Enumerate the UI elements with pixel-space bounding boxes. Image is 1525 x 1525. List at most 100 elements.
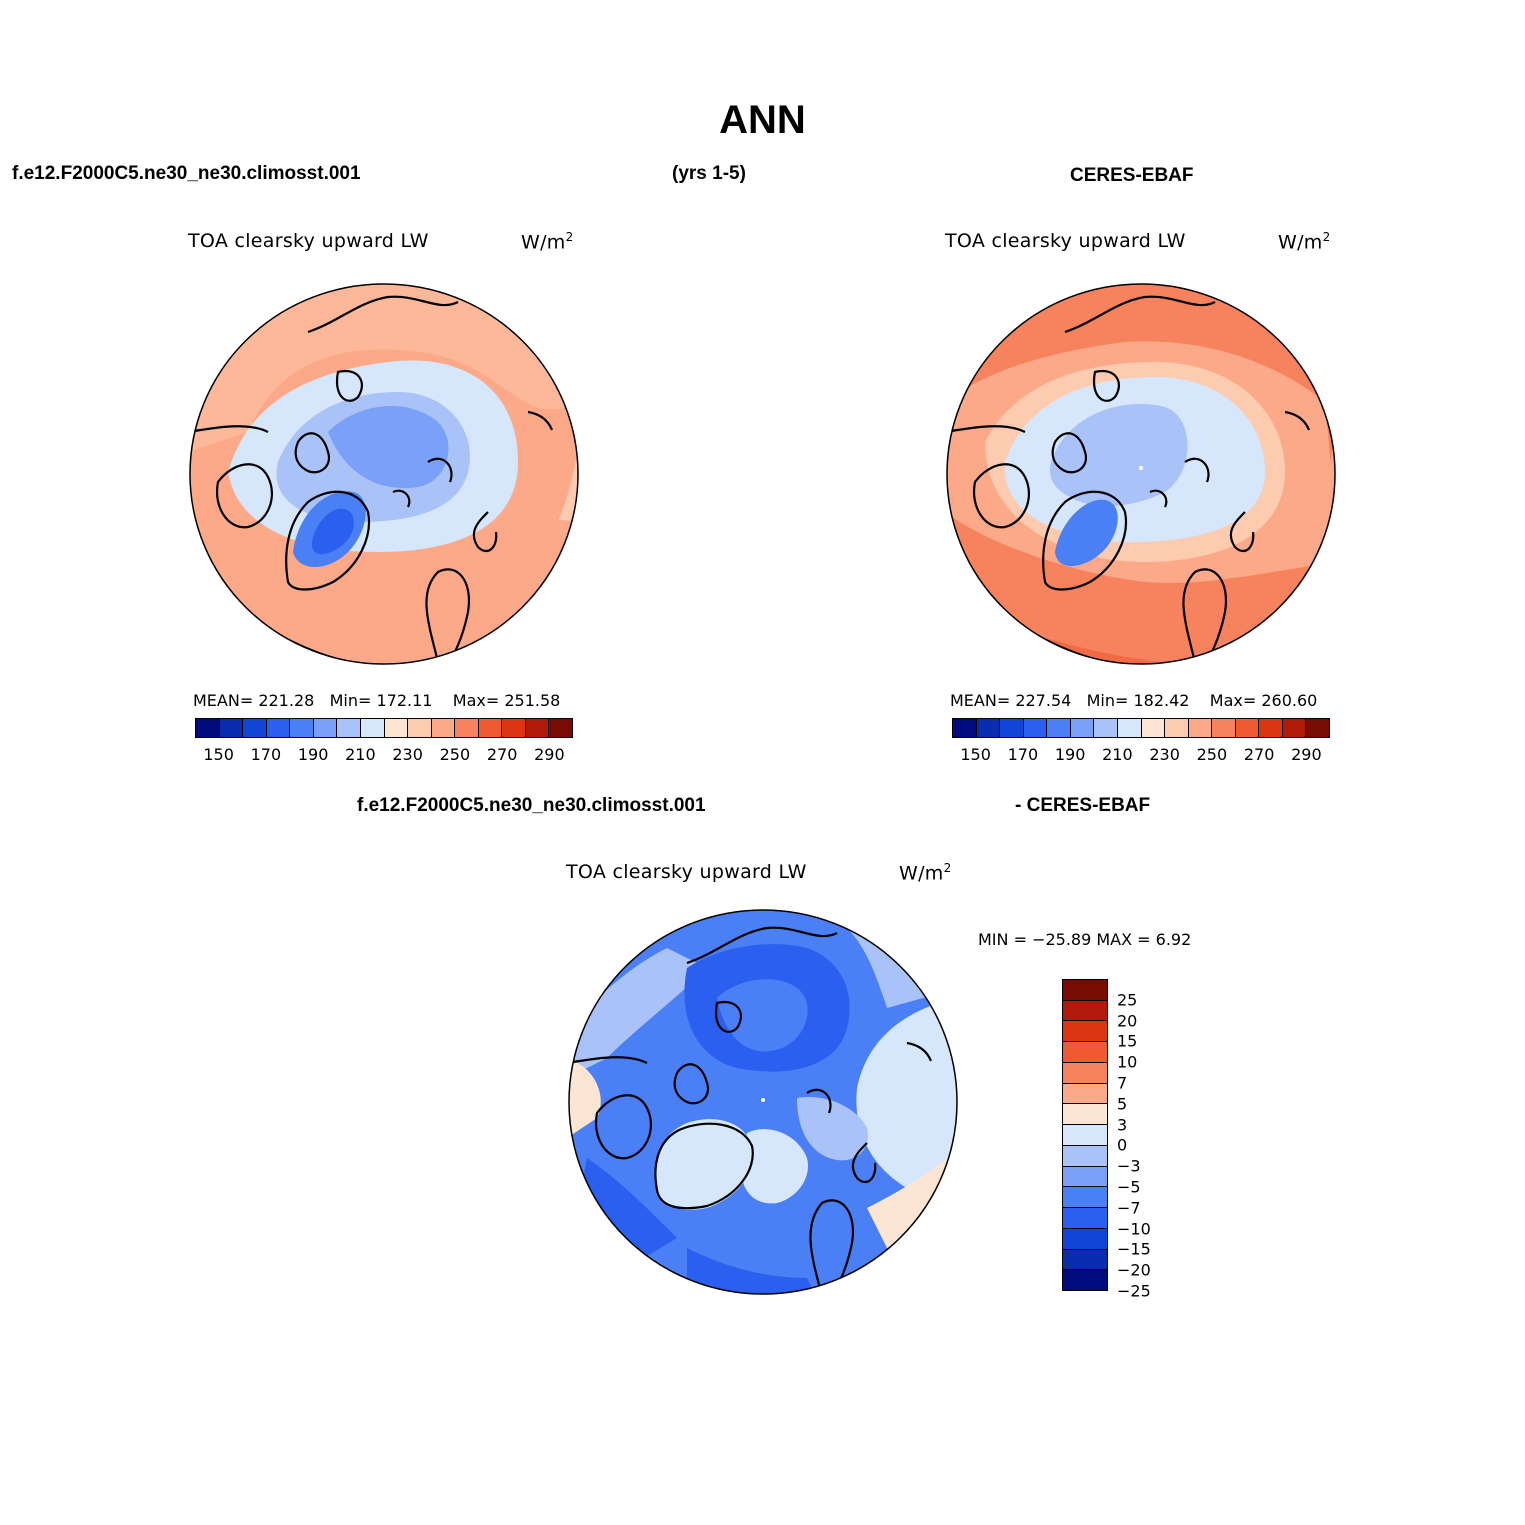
colorbar-swatch	[1188, 719, 1213, 737]
colorbar-tick-label: 210	[1102, 745, 1133, 764]
colorbar-level-label: 0	[1117, 1135, 1128, 1155]
colorbar-swatch	[313, 719, 338, 737]
colorbar-swatch	[1306, 719, 1329, 737]
obs-colorbar: 150 170 190 210 230 250 270 290	[952, 718, 1330, 765]
colorbar-level-label: 5	[1117, 1094, 1128, 1114]
colorbar-swatch	[408, 719, 432, 737]
colorbar-swatch	[1023, 719, 1048, 737]
colorbar-swatch	[266, 719, 291, 737]
diff-colorbar	[1062, 979, 1108, 1291]
colorbar-swatch	[219, 719, 244, 737]
model-min: Min= 172.11	[329, 691, 433, 710]
colorbar-level-label: −10	[1117, 1219, 1151, 1239]
obs-colorbar-cells	[952, 718, 1330, 738]
model-mean: MEAN= 221.28	[193, 691, 315, 710]
colorbar-swatch	[1047, 719, 1071, 737]
colorbar-swatch	[1000, 719, 1024, 737]
model-panel: TOA clearsky upward LW W/m2	[188, 228, 588, 256]
diff-minmax: MIN = −25.89 MAX = 6.92	[978, 930, 1192, 949]
obs-stats: MEAN= 227.54 Min= 182.42 Max= 260.60	[950, 691, 1317, 710]
colorbar-tick-label: 270	[486, 745, 518, 764]
colorbar-swatch	[1235, 719, 1260, 737]
diff-units-label: W/m2	[899, 861, 952, 885]
colorbar-swatch	[1165, 719, 1189, 737]
colorbar-swatch	[549, 719, 572, 737]
colorbar-level-label: −5	[1117, 1177, 1141, 1197]
case-name-header: f.e12.F2000C5.ne30_ne30.climosst.001	[12, 163, 361, 184]
colorbar-level-label: −3	[1117, 1156, 1141, 1176]
obs-variable-label: TOA clearsky upward LW	[945, 230, 1186, 252]
colorbar-swatch	[1063, 1228, 1107, 1250]
colorbar-swatch	[953, 719, 977, 737]
colorbar-level-label: −7	[1117, 1198, 1141, 1218]
colorbar-swatch	[431, 719, 456, 737]
colorbar-swatch	[976, 719, 1001, 737]
colorbar-level-label: 20	[1117, 1011, 1138, 1031]
colorbar-swatch	[1063, 1104, 1107, 1126]
colorbar-swatch	[1063, 1145, 1107, 1167]
model-colorbar-ticks: 150 170 190 210 230 250 270 290	[195, 745, 573, 765]
colorbar-swatch	[1094, 719, 1118, 737]
obs-name-header: CERES-EBAF	[1070, 165, 1194, 186]
diff-case-header: f.e12.F2000C5.ne30_ne30.climosst.001	[357, 795, 706, 816]
colorbar-swatch	[1212, 719, 1236, 737]
colorbar-swatch	[1063, 1000, 1107, 1022]
colorbar-swatch	[1063, 1249, 1107, 1271]
colorbar-swatch	[243, 719, 267, 737]
colorbar-swatch	[196, 719, 220, 737]
colorbar-tick-label: 170	[1007, 745, 1039, 764]
colorbar-tick-label: 210	[345, 745, 376, 764]
diff-variable-label: TOA clearsky upward LW	[566, 861, 807, 883]
diff-colorbar-labels: 25 20 15 10 7 5 3 0 −3 −5 −7 −10 −15 −20 −25	[1113, 979, 1173, 1300]
colorbar-level-label: 15	[1117, 1031, 1138, 1051]
colorbar-swatch	[384, 719, 409, 737]
colorbar-swatch	[1070, 719, 1095, 737]
years-header: (yrs 1-5)	[672, 163, 746, 184]
colorbar-swatch	[478, 719, 503, 737]
obs-min: Min= 182.42	[1086, 691, 1190, 710]
colorbar-level-label: 25	[1117, 990, 1138, 1010]
colorbar-swatch	[1063, 1208, 1107, 1229]
colorbar-swatch	[1063, 1042, 1107, 1063]
colorbar-level-label: 3	[1117, 1115, 1128, 1135]
colorbar-level-label: 10	[1117, 1052, 1138, 1072]
colorbar-swatch	[360, 719, 385, 737]
obs-colorbar-ticks: 150 170 190 210 230 250 270 290	[952, 745, 1330, 765]
colorbar-tick-label: 190	[297, 745, 329, 764]
colorbar-swatch	[1063, 1062, 1107, 1084]
colorbar-tick-label: 190	[1054, 745, 1086, 764]
obs-units-label: W/m2	[1278, 230, 1331, 254]
colorbar-tick-label: 230	[392, 745, 423, 764]
colorbar-tick-label: 170	[250, 745, 282, 764]
colorbar-swatch	[1117, 719, 1142, 737]
colorbar-tick-label: 250	[439, 745, 471, 764]
colorbar-swatch	[1063, 1187, 1107, 1209]
colorbar-swatch	[1063, 1270, 1107, 1291]
colorbar-tick-label: 230	[1149, 745, 1180, 764]
diff-panel: TOA clearsky upward LW W/m2	[566, 859, 966, 887]
colorbar-swatch	[455, 719, 479, 737]
model-colorbar: 150 170 190 210 230 250 270 290	[195, 718, 573, 765]
model-stats: MEAN= 221.28 Min= 172.11 Max= 251.58	[193, 691, 560, 710]
colorbar-swatch	[502, 719, 526, 737]
colorbar-swatch	[525, 719, 550, 737]
model-colorbar-cells	[195, 718, 573, 738]
colorbar-tick-label: 290	[1291, 745, 1322, 764]
colorbar-swatch	[1063, 1021, 1107, 1043]
colorbar-tick-label: 290	[534, 745, 565, 764]
colorbar-swatch	[290, 719, 314, 737]
model-units-label: W/m2	[521, 230, 574, 254]
diff-polar-map	[568, 909, 958, 1295]
obs-polar-map	[946, 283, 1336, 665]
diff-colorbar-cells	[1062, 979, 1108, 1291]
colorbar-swatch	[1063, 1083, 1107, 1105]
colorbar-level-label: −20	[1117, 1260, 1151, 1280]
model-max: Max= 251.58	[452, 691, 561, 710]
colorbar-swatch	[1063, 1125, 1107, 1146]
diff-obs-header: - CERES-EBAF	[1015, 795, 1151, 816]
colorbar-swatch	[1282, 719, 1307, 737]
colorbar-tick-label: 150	[960, 745, 991, 764]
colorbar-swatch	[337, 719, 361, 737]
colorbar-tick-label: 150	[203, 745, 234, 764]
colorbar-swatch	[1063, 1166, 1107, 1188]
